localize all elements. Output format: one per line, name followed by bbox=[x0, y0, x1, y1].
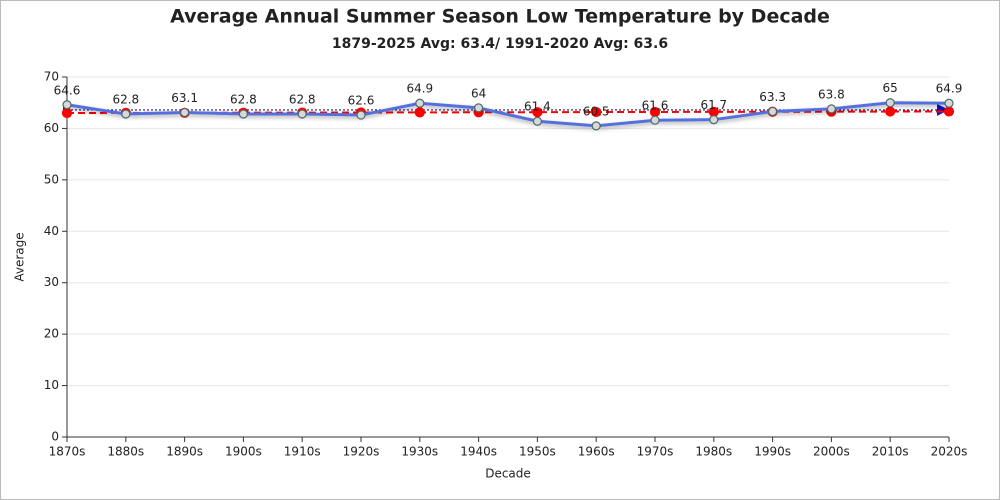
y-tick-label: 40 bbox=[44, 224, 59, 238]
point bbox=[62, 100, 72, 110]
point bbox=[591, 121, 601, 131]
data-label: 61.6 bbox=[642, 99, 669, 113]
point bbox=[532, 116, 543, 126]
data-label: 64.9 bbox=[406, 82, 433, 96]
point bbox=[885, 106, 896, 117]
point bbox=[121, 109, 131, 119]
x-tick-label: 1890s bbox=[166, 445, 203, 459]
x-tick-label: 1940s bbox=[460, 445, 497, 459]
point bbox=[650, 115, 660, 125]
chart-subtitle: 1879-2025 Avg: 63.4/ 1991-2020 Avg: 63.6 bbox=[332, 36, 668, 52]
x-tick-label: 2010s bbox=[872, 445, 909, 459]
x-tick-label: 1910s bbox=[284, 445, 321, 459]
y-tick-label: 60 bbox=[44, 121, 59, 135]
y-tick-label: 30 bbox=[44, 275, 59, 289]
data-label: 64 bbox=[471, 86, 486, 100]
data-label: 61.4 bbox=[524, 100, 551, 114]
data-label: 62.8 bbox=[230, 93, 257, 107]
x-tick-label: 1980s bbox=[695, 445, 732, 459]
x-tick-label: 1920s bbox=[343, 445, 380, 459]
point bbox=[180, 107, 190, 118]
point bbox=[591, 106, 602, 118]
point bbox=[943, 106, 955, 117]
point bbox=[61, 107, 73, 119]
x-tick-label: 2020s bbox=[931, 445, 968, 459]
data-label: 62.8 bbox=[112, 93, 139, 107]
data-label: 60.5 bbox=[583, 104, 610, 118]
x-tick-label: 1870s bbox=[49, 445, 86, 459]
y-tick-label: 10 bbox=[44, 378, 59, 392]
data-label: 61.7 bbox=[700, 98, 727, 112]
x-tick-label: 1970s bbox=[637, 445, 674, 459]
data-label: 63.8 bbox=[818, 87, 845, 101]
point bbox=[414, 107, 425, 118]
y-tick-label: 20 bbox=[44, 327, 59, 341]
data-label: 63.1 bbox=[171, 91, 198, 105]
reference-arrow bbox=[937, 103, 949, 116]
x-tick-label: 1900s bbox=[225, 445, 262, 459]
data-label: 63.3 bbox=[759, 90, 786, 104]
point bbox=[415, 98, 425, 108]
point bbox=[474, 103, 484, 113]
data-label: 62.6 bbox=[348, 94, 375, 108]
point bbox=[767, 106, 778, 117]
x-tick-label: 1880s bbox=[107, 445, 144, 459]
y-tick-label: 0 bbox=[51, 430, 59, 444]
x-tick-label: 1990s bbox=[754, 445, 791, 459]
data-label: 65 bbox=[883, 81, 898, 95]
x-tick-label: 2000s bbox=[813, 445, 850, 459]
point bbox=[297, 109, 307, 119]
data-label: 64.9 bbox=[936, 82, 963, 96]
data-label: 64.6 bbox=[54, 83, 81, 97]
x-tick-label: 1950s bbox=[519, 445, 556, 459]
point bbox=[885, 98, 895, 108]
data-label: 62.8 bbox=[289, 93, 316, 107]
point bbox=[356, 110, 366, 120]
y-tick-label: 70 bbox=[44, 70, 59, 84]
y-tick-label: 50 bbox=[44, 172, 59, 186]
series-line bbox=[66, 101, 950, 128]
point bbox=[709, 115, 719, 125]
point bbox=[238, 109, 248, 119]
x-tick-label: 1930s bbox=[401, 445, 438, 459]
point bbox=[944, 98, 954, 108]
chart-title: Average Annual Summer Season Low Tempera… bbox=[170, 6, 830, 28]
y-axis-title: Average bbox=[13, 232, 27, 281]
x-tick-label: 1960s bbox=[578, 445, 615, 459]
point bbox=[826, 104, 837, 114]
x-axis-title: Decade bbox=[485, 467, 531, 481]
